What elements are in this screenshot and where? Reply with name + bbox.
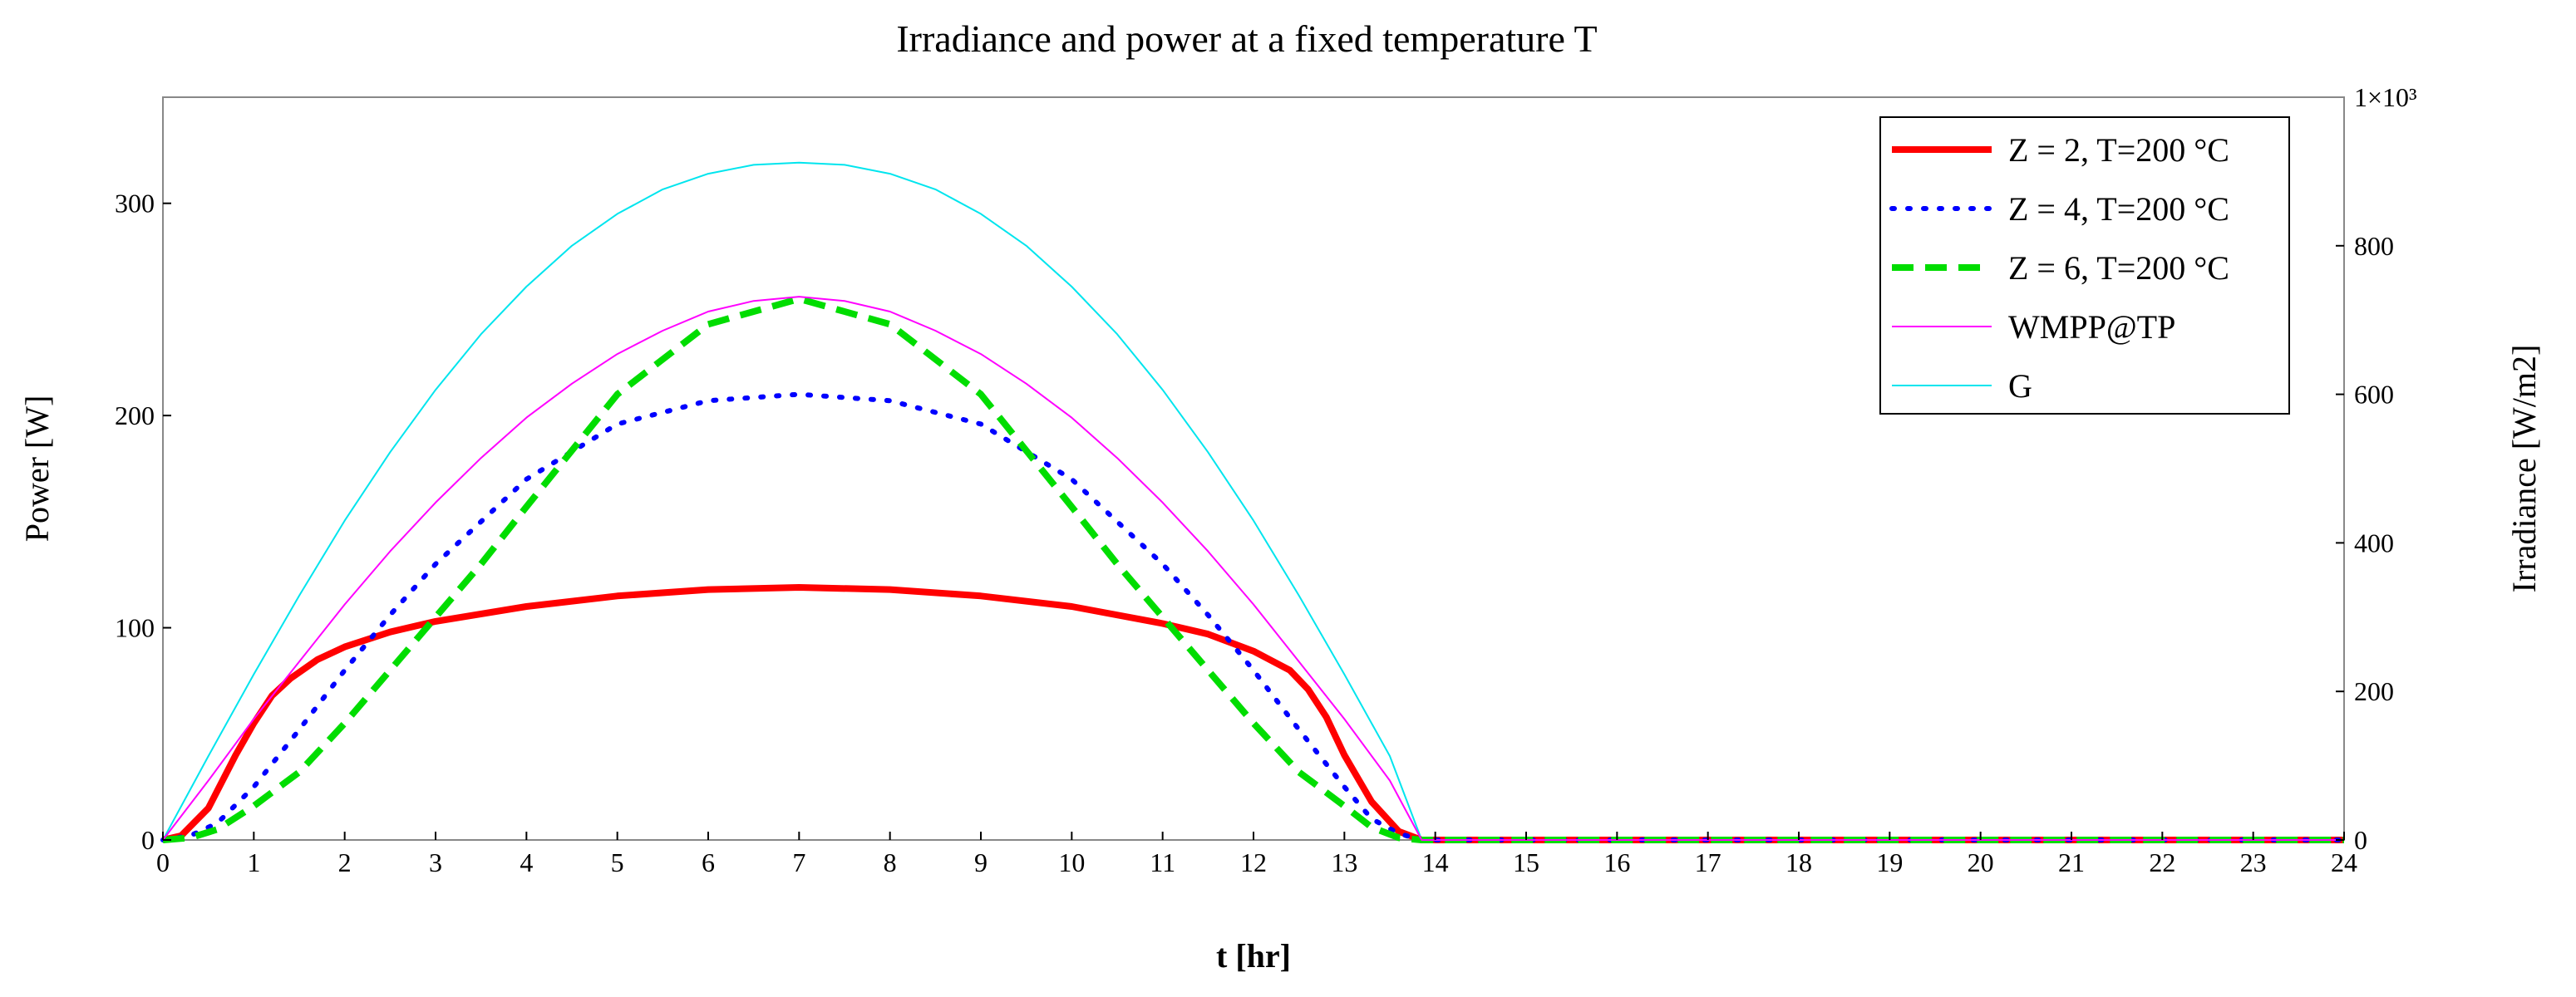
series-line-4 — [162, 296, 2344, 841]
x-tick-label: 3 — [429, 847, 442, 877]
x-tick-label: 8 — [884, 847, 897, 877]
x-axis-label: t [hr] — [1216, 937, 1291, 975]
x-tick-label: 7 — [792, 847, 805, 877]
x-tick-label: 6 — [702, 847, 715, 877]
y2-tick-label: 800 — [2354, 231, 2394, 261]
series-line-3 — [162, 295, 2344, 843]
x-tick-label: 23 — [2240, 847, 2267, 877]
x-tick-label: 22 — [2149, 847, 2175, 877]
series-line-5 — [162, 161, 2344, 841]
x-tick-label: 11 — [1150, 847, 1175, 877]
x-tick-label: 19 — [1876, 847, 1903, 877]
legend-entry-label: Z = 6, T=200 °C — [2008, 249, 2229, 287]
x-tick-label: 2 — [338, 847, 352, 877]
chart-title: Irradiance and power at a fixed temperat… — [896, 17, 1597, 60]
x-tick-label: 17 — [1695, 847, 1721, 877]
x-tick-label: 20 — [1968, 847, 1994, 877]
y2-tick-label: 400 — [2354, 528, 2394, 557]
x-tick-label: 14 — [1422, 847, 1449, 877]
y-tick-label: 300 — [115, 189, 155, 219]
x-tick-label: 15 — [1513, 847, 1539, 877]
x-tick-label: 4 — [520, 847, 533, 877]
x-tick-label: 16 — [1603, 847, 1630, 877]
x-tick-label: 12 — [1240, 847, 1267, 877]
x-tick-label: 5 — [611, 847, 624, 877]
y-tick-label: 0 — [141, 825, 155, 855]
y2-top-label: 1×10³ — [2354, 82, 2417, 112]
legend: Z = 2, T=200 °C Z = 4, T=200 °C Z = 6, T=2… — [1879, 116, 2290, 415]
y2-tick-label: 200 — [2354, 676, 2394, 706]
x-tick-label: 18 — [1785, 847, 1812, 877]
legend-entry-label: WMPP@TP — [2008, 308, 2175, 346]
series-layer — [160, 161, 2347, 843]
x-tick-label: 24 — [2331, 847, 2357, 877]
y-axis-label: Power [W] — [18, 395, 56, 543]
y-tick-label: 200 — [115, 400, 155, 430]
x-tick-label: 0 — [156, 847, 170, 877]
y2-tick-label: 0 — [2354, 825, 2367, 855]
legend-entry-label: Z = 2, T=200 °C — [2008, 131, 2229, 169]
legend-entry-label: G — [2008, 367, 2032, 405]
legend-entry-label: Z = 4, T=200 °C — [2008, 190, 2229, 228]
ticks-layer: 0 1 2 3 4 5 6 7 8 9 10 11 12 13 14 15 16 17 18 19 20 21 22 23 24… — [115, 189, 2394, 877]
y2-tick-label: 600 — [2354, 380, 2394, 410]
legend-box — [1879, 116, 2290, 415]
y-tick-label: 100 — [115, 613, 155, 643]
x-tick-label: 9 — [974, 847, 988, 877]
x-tick-label: 1 — [247, 847, 260, 877]
x-tick-label: 13 — [1331, 847, 1357, 877]
x-tick-label: 21 — [2058, 847, 2085, 877]
y2-axis-label: Irradiance [W/m2] — [2505, 345, 2543, 593]
x-tick-label: 10 — [1058, 847, 1085, 877]
